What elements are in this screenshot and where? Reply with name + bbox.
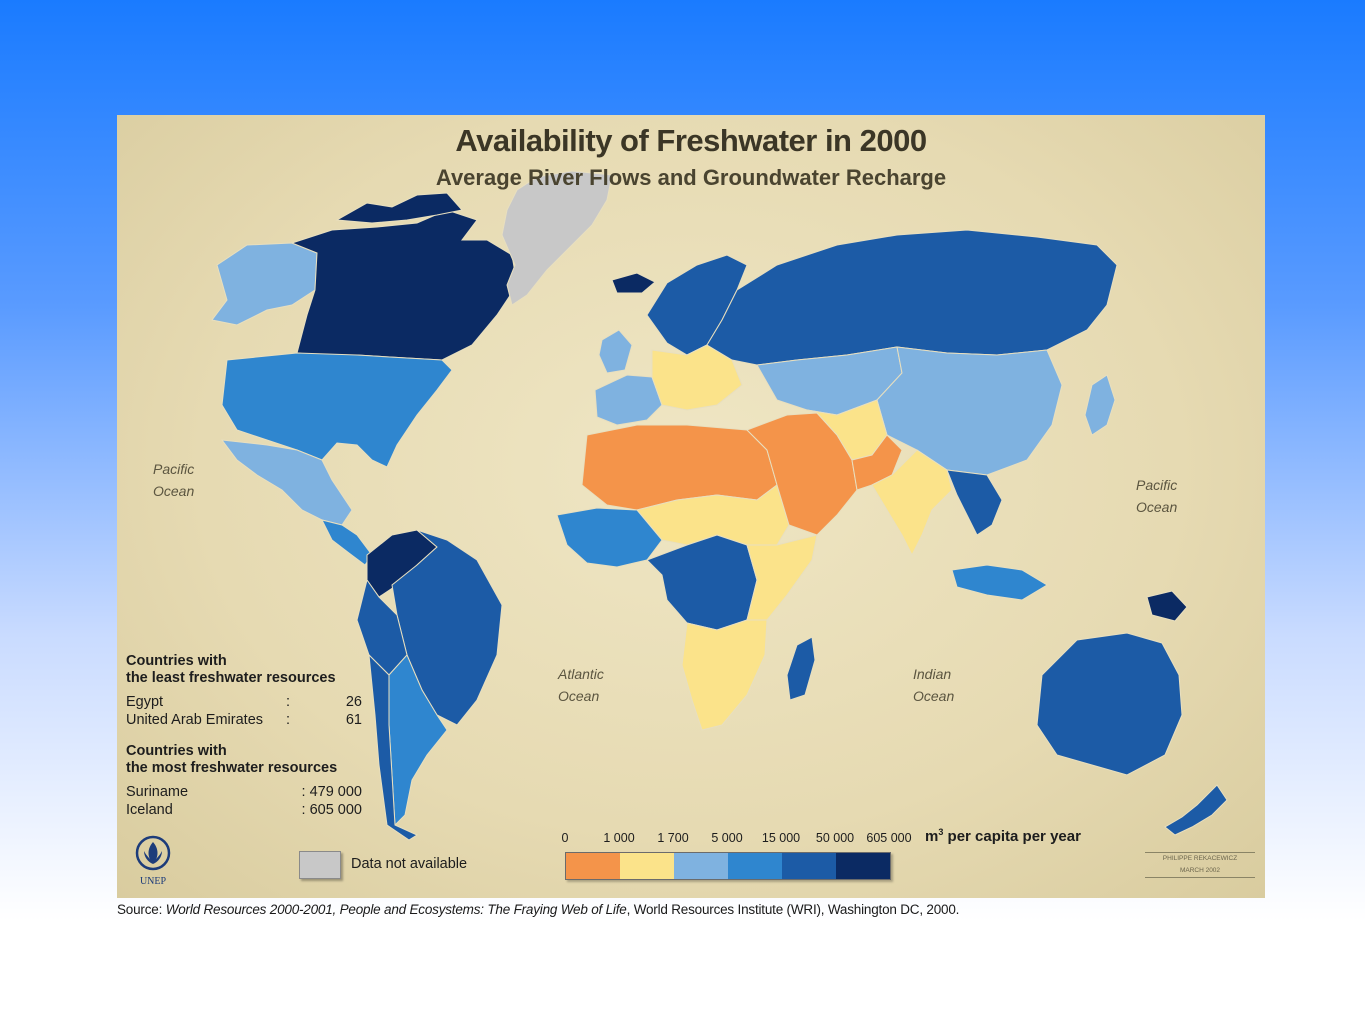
region-central-africa bbox=[646, 534, 758, 631]
region-madagascar bbox=[786, 636, 816, 701]
region-new-zealand bbox=[1164, 784, 1228, 836]
region-canadian-arctic-islands bbox=[335, 192, 463, 224]
legend-threshold-labels: 0 1 000 1 700 5 000 15 000 50 000 605 00… bbox=[555, 831, 925, 849]
ocean-label-indian: Indian Ocean bbox=[913, 666, 955, 704]
legend-swatch bbox=[836, 853, 890, 879]
region-alaska bbox=[211, 242, 318, 326]
region-chile bbox=[368, 653, 419, 841]
map-subtitle: Average River Flows and Groundwater Rech… bbox=[435, 165, 947, 190]
region-uk-ireland bbox=[598, 329, 633, 374]
unep-emblem-icon bbox=[135, 835, 171, 871]
data-not-available-swatch bbox=[299, 851, 341, 879]
region-iceland bbox=[611, 272, 656, 294]
region-western-europe bbox=[594, 374, 663, 426]
region-central-america bbox=[321, 519, 373, 566]
region-usa bbox=[221, 352, 453, 468]
region-india bbox=[871, 449, 953, 557]
unep-logo: UNEP bbox=[131, 835, 175, 887]
freshwater-stats-box: Countries with the least freshwater reso… bbox=[126, 653, 362, 819]
legend-threshold: 1 700 bbox=[657, 831, 689, 845]
region-east-africa bbox=[746, 534, 818, 621]
source-citation: Source: World Resources 2000-2001, Peopl… bbox=[117, 902, 960, 917]
legend-swatch bbox=[674, 853, 728, 879]
region-russia bbox=[706, 229, 1118, 366]
region-central-europe bbox=[651, 344, 743, 411]
legend-threshold: 50 000 bbox=[815, 831, 855, 845]
world-map bbox=[211, 170, 1228, 841]
region-canada bbox=[290, 209, 518, 361]
region-middle-east bbox=[746, 412, 858, 536]
region-north-africa bbox=[581, 424, 778, 511]
stat-row-suriname: Suriname : 479 000 bbox=[126, 784, 362, 800]
legend-color-bar bbox=[565, 852, 891, 880]
stat-row-egypt: Egypt : 26 bbox=[126, 694, 362, 710]
region-australia bbox=[1036, 632, 1183, 776]
legend-swatch bbox=[728, 853, 782, 879]
map-title: Availability of Freshwater in 2000 bbox=[455, 123, 927, 158]
least-heading: Countries with the least freshwater reso… bbox=[126, 653, 336, 686]
region-southeast-asia bbox=[946, 469, 1003, 536]
stat-row-uae: United Arab Emirates : 61 bbox=[126, 712, 362, 728]
region-southern-africa bbox=[681, 619, 768, 731]
legend-swatch bbox=[620, 853, 674, 879]
ocean-label-pacific-west: Pacific Ocean bbox=[153, 461, 195, 499]
region-japan bbox=[1084, 374, 1116, 436]
legend-threshold: 15 000 bbox=[761, 831, 801, 845]
ocean-label-pacific-east: Pacific Ocean bbox=[1136, 477, 1178, 515]
most-heading: Countries with the most freshwater resou… bbox=[126, 743, 338, 776]
map-credit: PHILIPPE REKACEWICZ MARCH 2002 bbox=[1145, 852, 1255, 878]
region-greenland bbox=[501, 170, 613, 306]
ocean-label-atlantic: Atlantic Ocean bbox=[558, 666, 604, 704]
stat-row-iceland: Iceland : 605 000 bbox=[126, 802, 362, 818]
legend-swatch bbox=[782, 853, 836, 879]
legend-unit: m3 per capita per year bbox=[925, 827, 1081, 845]
legend-threshold: 5 000 bbox=[711, 831, 743, 845]
region-indonesia bbox=[951, 564, 1048, 601]
region-papua bbox=[1146, 590, 1188, 622]
legend-threshold: 605 000 bbox=[866, 831, 912, 845]
legend-threshold: 1 000 bbox=[603, 831, 635, 845]
legend-swatch bbox=[566, 853, 620, 879]
data-not-available-label: Data not available bbox=[351, 856, 468, 872]
legend-threshold: 0 bbox=[561, 831, 569, 845]
map-panel: Availability of Freshwater in 2000 Avera… bbox=[117, 115, 1265, 898]
region-mongolia-china bbox=[876, 346, 1063, 476]
region-mexico bbox=[220, 439, 353, 526]
region-sahel bbox=[636, 484, 790, 546]
